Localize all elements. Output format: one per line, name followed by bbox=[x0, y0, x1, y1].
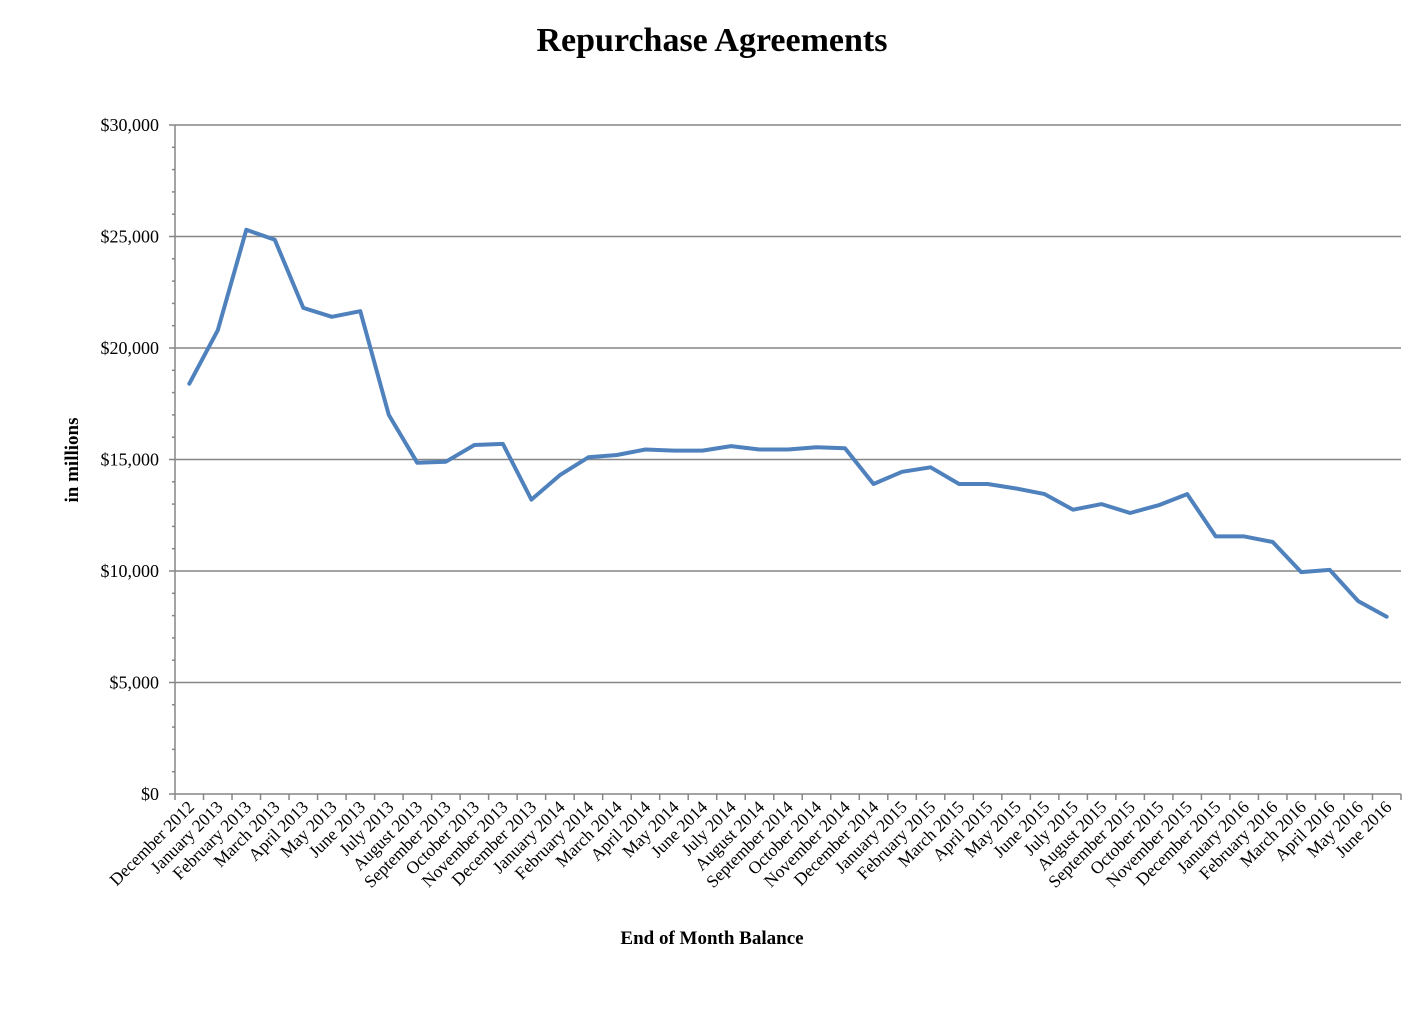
y-tick-label: $30,000 bbox=[101, 115, 160, 135]
y-tick-label: $10,000 bbox=[101, 561, 160, 581]
y-tick-label: $5,000 bbox=[110, 673, 160, 693]
axes bbox=[169, 124, 1402, 800]
gridlines bbox=[175, 124, 1401, 684]
y-tick-label: $20,000 bbox=[101, 338, 160, 358]
series-line bbox=[187, 227, 1389, 619]
y-tick-labels: $0 $5,000 $10,000 $15,000 $20,000 $25,000 $30,… bbox=[101, 115, 160, 804]
y-axis-title: in millions bbox=[62, 418, 83, 503]
y-tick-label: $25,000 bbox=[101, 227, 160, 247]
chart-title: Repurchase Agreements bbox=[537, 22, 888, 59]
series-layer bbox=[187, 227, 1389, 619]
y-tick-label: $15,000 bbox=[101, 450, 160, 470]
x-axis-title: End of Month Balance bbox=[620, 928, 803, 949]
y-tick-label: $0 bbox=[141, 784, 159, 804]
